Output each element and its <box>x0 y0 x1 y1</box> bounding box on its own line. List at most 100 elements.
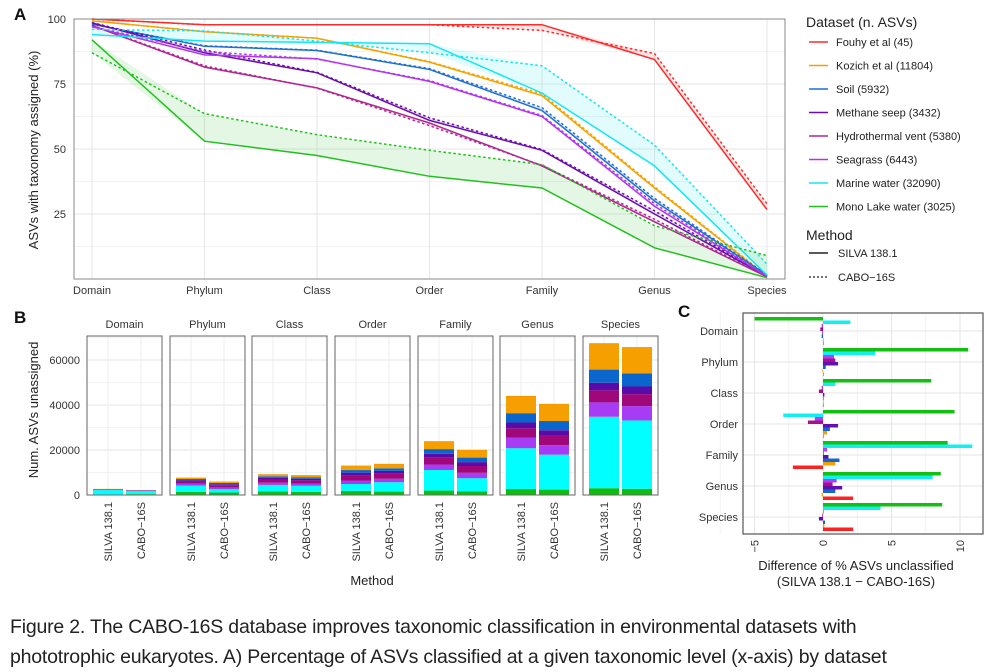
x-tick-label-silva-138-1: SILVA 138.1 <box>434 502 446 562</box>
bar-segment-marine-water <box>506 448 536 489</box>
bar-segment-soil <box>424 449 454 454</box>
bar-class-soil <box>823 397 824 401</box>
bar-class-kozich-et-al <box>823 400 824 404</box>
bar-segment-kozich-et-al <box>374 464 404 468</box>
legend-label-seagrass-6443: Seagrass (6443) <box>836 155 917 167</box>
x-tick-label-cabo-16s: CABO−16S <box>219 502 231 559</box>
category-label-genus: Genus <box>706 481 739 493</box>
bar-segment-soil <box>589 370 619 383</box>
y-tick-label: 0 <box>74 490 80 502</box>
caption-line-2: phototrophic eukaryotes. A) Percentage o… <box>10 642 997 672</box>
bar-family-hydrothermal-vent <box>823 452 824 456</box>
legend-label-hydrothermal-vent-5380: Hydrothermal vent (5380) <box>836 131 961 143</box>
bar-segment-marine-water <box>126 491 156 494</box>
bar-genus-seagrass <box>823 479 837 483</box>
panel-b-y-axis-label: Num. ASVs unassigned <box>26 342 41 479</box>
legend-label-marine-water-32090: Marine water (32090) <box>836 178 941 190</box>
bar-segment-kozich-et-al <box>457 450 487 458</box>
x-tick-label: −5 <box>750 540 762 553</box>
bar-family-kozich-et-al <box>823 462 835 466</box>
category-label-class: Class <box>710 388 738 400</box>
panel-b-x-axis-label: Method <box>350 573 393 588</box>
bar-genus-mono-lake-water <box>823 472 941 476</box>
bar-segment-seagrass <box>258 483 288 485</box>
panel-a-legend: Dataset (n. ASVs) Fouhy et al (45)Kozich… <box>806 14 961 284</box>
x-tick-label-family: Family <box>526 285 559 297</box>
bar-segment-hydrothermal-vent <box>258 479 288 482</box>
bar-segment-methane-seep <box>291 479 321 481</box>
x-tick-label: 5 <box>887 540 899 546</box>
bar-segment-soil <box>506 413 536 422</box>
panel-c-x-axis-label-2: (SILVA 138.1 − CABO-16S) <box>777 574 935 589</box>
bar-domain-methane-seep <box>822 331 823 335</box>
facet-strip-label-family: Family <box>439 319 472 331</box>
bar-family-methane-seep <box>823 455 828 459</box>
y-tick-label: 40000 <box>49 400 80 412</box>
bar-segment-mono-lake-water <box>589 488 619 495</box>
bar-segment-hydrothermal-vent <box>506 428 536 437</box>
bar-species-soil <box>823 521 825 525</box>
bar-phylum-seagrass <box>823 355 834 359</box>
bar-segment-kozich-et-al <box>291 475 321 477</box>
facet-strip-label-species: Species <box>601 319 641 331</box>
y-tick-label: 100 <box>48 14 66 26</box>
x-tick-label-genus: Genus <box>638 285 671 297</box>
bar-species-marine-water <box>823 507 881 511</box>
bar-phylum-methane-seep <box>823 362 838 366</box>
bar-segment-marine-water <box>539 455 569 490</box>
bar-segment-marine-water <box>93 490 123 494</box>
bar-segment-methane-seep <box>258 478 288 480</box>
bar-segment-seagrass <box>209 487 239 489</box>
bar-species-methane-seep <box>819 517 823 521</box>
bar-class-seagrass <box>822 386 823 390</box>
bar-phylum-hydrothermal-vent <box>823 359 835 363</box>
bar-phylum-kozich-et-al <box>822 369 823 373</box>
bar-class-mono-lake-water <box>823 379 931 383</box>
bar-domain-seagrass <box>822 324 823 328</box>
bar-phylum-mono-lake-water <box>823 348 968 352</box>
bar-domain-fouhy-et-al <box>823 342 824 346</box>
x-tick-label-silva-138-1: SILVA 138.1 <box>351 502 363 562</box>
bar-segment-hydrothermal-vent <box>176 481 206 483</box>
panel-label-b: B <box>14 308 26 327</box>
bar-segment-seagrass <box>539 445 569 454</box>
bar-segment-methane-seep <box>341 473 371 476</box>
bar-segment-marine-water <box>424 470 454 491</box>
bar-segment-soil <box>341 470 371 473</box>
bar-domain-soil <box>822 335 823 339</box>
bar-segment-seagrass <box>424 465 454 470</box>
x-tick-label-class: Class <box>303 285 331 297</box>
x-tick-label-silva-138-1: SILVA 138.1 <box>268 502 280 562</box>
bar-segment-marine-water <box>176 486 206 492</box>
bar-segment-marine-water <box>374 482 404 491</box>
bar-segment-kozich-et-al <box>209 482 239 483</box>
bar-species-hydrothermal-vent <box>822 514 823 518</box>
x-tick-label-cabo-16s: CABO−16S <box>549 502 561 559</box>
bar-segment-marine-water <box>258 485 288 492</box>
bar-segment-kozich-et-al <box>176 478 206 479</box>
legend-label-methane-seep-3432: Methane seep (3432) <box>836 108 941 120</box>
bar-segment-soil <box>209 483 239 484</box>
legend-label-kozich-et-al-11804: Kozich et al (11804) <box>836 61 933 73</box>
bar-segment-kozich-et-al <box>589 343 619 369</box>
bar-segment-seagrass <box>374 479 404 482</box>
bar-family-soil <box>823 459 839 463</box>
bar-segment-marine-water <box>291 486 321 492</box>
bar-class-fouhy-et-al <box>823 404 824 408</box>
bar-segment-hydrothermal-vent <box>539 436 569 445</box>
bar-segment-hydrothermal-vent <box>589 390 619 402</box>
bar-family-fouhy-et-al <box>793 466 823 470</box>
bar-segment-mono-lake-water <box>258 491 288 495</box>
panel-label-c: C <box>678 302 690 321</box>
bar-domain-hydrothermal-vent <box>820 328 823 332</box>
bar-segment-soil <box>374 468 404 471</box>
bar-segment-seagrass <box>622 406 652 420</box>
panel-c-horizontal-bar-chart: DomainPhylumClassOrderFamilyGenusSpecies… <box>699 313 983 589</box>
